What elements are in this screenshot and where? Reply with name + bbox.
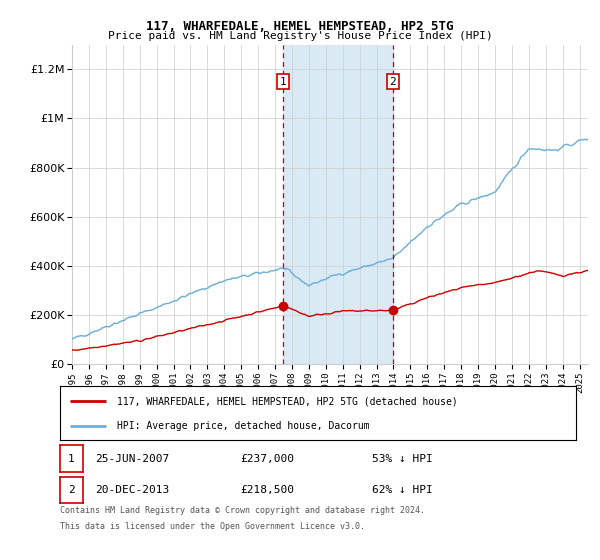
Text: 117, WHARFEDALE, HEMEL HEMPSTEAD, HP2 5TG (detached house): 117, WHARFEDALE, HEMEL HEMPSTEAD, HP2 5T…	[117, 396, 458, 407]
Text: 25-JUN-2007: 25-JUN-2007	[95, 454, 169, 464]
Bar	[283, 45, 393, 364]
Text: 53% ↓ HPI: 53% ↓ HPI	[372, 454, 433, 464]
Text: 117, WHARFEDALE, HEMEL HEMPSTEAD, HP2 5TG: 117, WHARFEDALE, HEMEL HEMPSTEAD, HP2 5T…	[146, 20, 454, 32]
Text: HPI: Average price, detached house, Dacorum: HPI: Average price, detached house, Daco…	[117, 421, 370, 431]
Text: 2: 2	[68, 485, 75, 495]
Text: 1: 1	[68, 454, 75, 464]
Text: 2: 2	[389, 77, 397, 86]
Text: This data is licensed under the Open Government Licence v3.0.: This data is licensed under the Open Gov…	[60, 522, 365, 531]
Text: 1: 1	[280, 77, 287, 86]
Text: 20-DEC-2013: 20-DEC-2013	[95, 485, 169, 495]
Text: 62% ↓ HPI: 62% ↓ HPI	[372, 485, 433, 495]
Text: Contains HM Land Registry data © Crown copyright and database right 2024.: Contains HM Land Registry data © Crown c…	[60, 506, 425, 515]
Text: Price paid vs. HM Land Registry's House Price Index (HPI): Price paid vs. HM Land Registry's House …	[107, 31, 493, 41]
Text: £218,500: £218,500	[240, 485, 294, 495]
Text: £237,000: £237,000	[240, 454, 294, 464]
